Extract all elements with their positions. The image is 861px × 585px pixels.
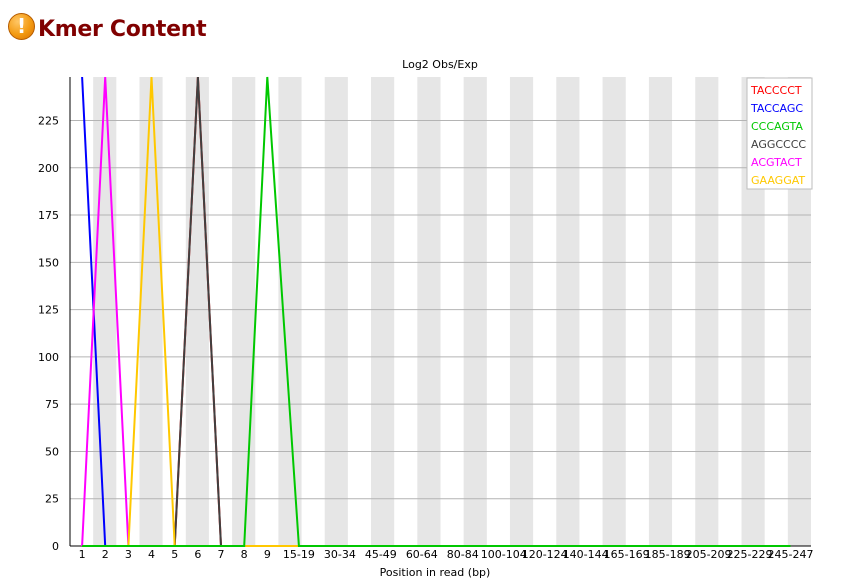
y-tick-label: 50 [45, 445, 59, 458]
y-tick-label: 200 [38, 162, 59, 175]
x-axis-label: Position in read (bp) [380, 566, 491, 579]
shaded-column [232, 77, 256, 546]
legend-entry: AGGCCCC [751, 138, 806, 151]
x-tick-label: 60-64 [406, 548, 438, 561]
x-tick-label: 8 [241, 548, 248, 561]
shaded-column [602, 77, 626, 546]
series-lines [81, 76, 791, 547]
x-tick-label: 245-247 [768, 548, 814, 561]
x-tick-label: 225-229 [727, 548, 773, 561]
x-tick-label: 7 [218, 548, 225, 561]
y-tick-label: 125 [38, 304, 59, 317]
shaded-column [324, 77, 348, 546]
x-tick-label: 3 [125, 548, 132, 561]
shaded-column [139, 77, 163, 546]
legend-entry: CCCAGTA [751, 120, 803, 133]
shaded-column [463, 77, 487, 546]
x-tick-label: 4 [148, 548, 155, 561]
y-tick-label: 100 [38, 351, 59, 364]
y-tick-label: 25 [45, 493, 59, 506]
x-tick-label: 80-84 [447, 548, 479, 561]
shaded-column [185, 77, 209, 546]
legend-entry: ACGTACT [751, 156, 802, 169]
x-tick-label: 5 [171, 548, 178, 561]
legend-entry: GAAGGAT [751, 174, 805, 187]
y-tick-label: 175 [38, 209, 59, 222]
shaded-column [648, 77, 673, 546]
legend-entry: TACCAGC [750, 102, 803, 115]
shaded-column [278, 77, 302, 546]
x-tick-label: 9 [264, 548, 271, 561]
y-tick-labels: 0 25 50 75 100 125 150 175 200 225 [38, 114, 59, 553]
report-header: ! Kmer Content [8, 8, 207, 44]
x-tick-labels: 1 2 3 4 5 6 7 8 9 15-19 30-34 45-49 60-64 80-84 100-10… [79, 548, 814, 561]
x-tick-label: 15-19 [283, 548, 315, 561]
chart-title: Log2 Obs/Exp [402, 58, 478, 71]
x-tick-label: 185-189 [645, 548, 691, 561]
x-tick-label: 6 [194, 548, 201, 561]
x-tick-label: 45-49 [365, 548, 397, 561]
column-shading [93, 77, 811, 546]
warning-icon: ! [8, 12, 35, 40]
series-line-cccagta [82, 76, 791, 547]
legend-entry: TACCCCT [750, 84, 802, 97]
y-tick-label: 225 [38, 114, 59, 127]
shaded-column [509, 77, 534, 546]
shaded-column [371, 77, 395, 546]
x-tick-label: 2 [102, 548, 109, 561]
x-tick-label: 1 [79, 548, 86, 561]
page-title: Kmer Content [38, 16, 207, 42]
x-tick-label: 165-169 [604, 548, 650, 561]
y-tick-label: 0 [52, 540, 59, 553]
shaded-column [741, 77, 765, 546]
legend: TACCCCT TACCAGC CCCAGTA AGGCCCC ACGTACT GAAGG… [746, 77, 813, 190]
y-tick-label: 150 [38, 256, 59, 269]
x-tick-label: 100-104 [481, 548, 527, 561]
x-tick-label: 140-144 [563, 548, 609, 561]
shaded-column [93, 77, 117, 546]
x-tick-label: 205-209 [686, 548, 732, 561]
x-tick-label: 30-34 [324, 548, 356, 561]
x-tick-label: 120-124 [522, 548, 568, 561]
shaded-column [417, 77, 441, 546]
legend-box [746, 77, 813, 190]
shaded-column [787, 77, 811, 546]
shaded-column [695, 77, 719, 546]
horizontal-gridlines [70, 119, 811, 500]
shaded-column [556, 77, 580, 546]
y-tick-label: 75 [45, 398, 59, 411]
